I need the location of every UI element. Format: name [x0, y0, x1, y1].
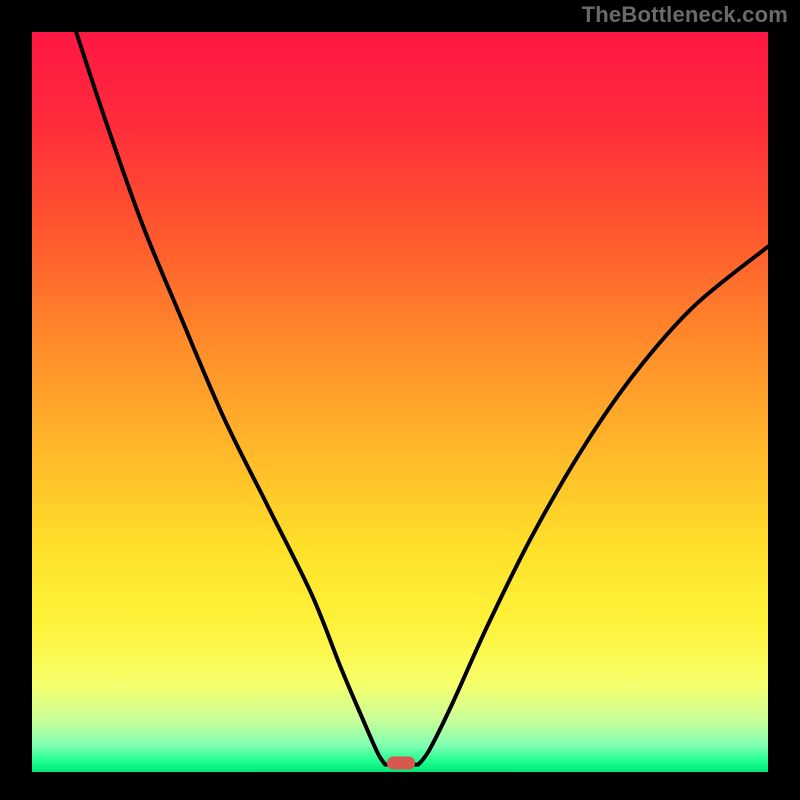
plot-area — [32, 32, 768, 772]
watermark-text: TheBottleneck.com — [582, 2, 788, 28]
optimal-marker — [387, 757, 415, 770]
bottleneck-curve — [32, 32, 768, 772]
chart-frame: TheBottleneck.com — [0, 0, 800, 800]
